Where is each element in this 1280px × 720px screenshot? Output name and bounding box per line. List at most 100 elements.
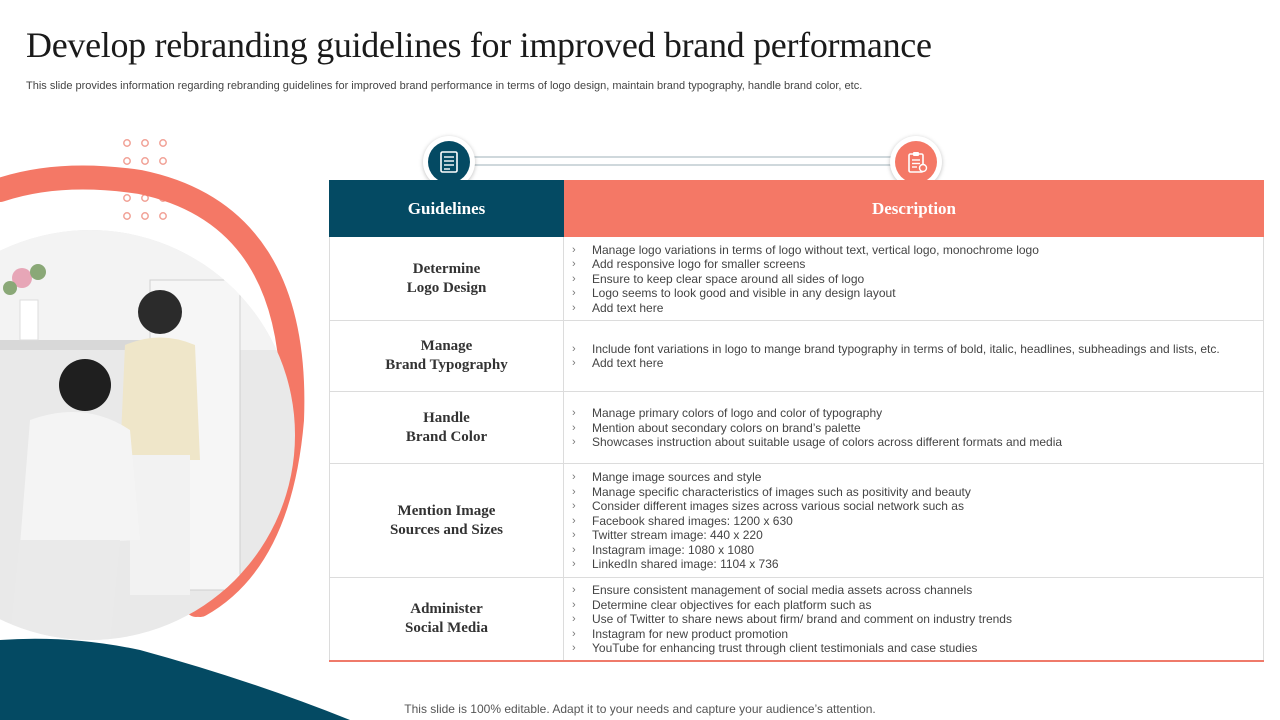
description-text: LinkedIn shared image: 1104 x 736 <box>592 557 779 571</box>
description-text: Twitter stream image: 440 x 220 <box>592 528 763 542</box>
chevron-right-icon: › <box>572 500 576 512</box>
chevron-right-icon: › <box>572 471 576 483</box>
description-item: › Determine clear objectives for each pla… <box>572 597 1263 612</box>
chevron-right-icon: › <box>572 301 576 314</box>
guideline-cell: Mention Image Sources and Sizes <box>329 464 564 577</box>
description-item: › Instagram for new product promotion <box>572 626 1263 641</box>
page-title: Develop rebranding guidelines for improv… <box>26 25 932 65</box>
guideline-label: Handle Brand Color <box>405 409 488 445</box>
description-text: Instagram for new product promotion <box>592 626 789 641</box>
description-item: › Consider different images sizes across … <box>572 499 1263 514</box>
description-cell: › Manage logo variations in terms of logo… <box>564 237 1264 320</box>
description-item: › Include font variations in logo to mang… <box>572 342 1263 357</box>
office-photo <box>0 230 295 640</box>
description-item: › LinkedIn shared image: 1104 x 736 <box>572 557 1263 572</box>
guideline-label: Manage Brand Typography <box>385 338 508 373</box>
header-guidelines: Guidelines <box>329 180 564 237</box>
chevron-right-icon: › <box>572 272 576 285</box>
description-text: Ensure consistent management of social m… <box>592 583 973 597</box>
description-text: Include font variations in logo to mange… <box>592 341 1220 356</box>
description-item: › Mention about secondary colors on brand… <box>572 420 1263 435</box>
clipboard-gear-icon <box>908 152 928 173</box>
teal-wave-decoration <box>0 638 350 720</box>
description-item: › Use of Twitter to share news about firm… <box>572 612 1263 627</box>
description-text: Use of Twitter to share news about firm/… <box>592 612 1012 626</box>
header-connector-line <box>470 156 895 166</box>
chevron-right-icon: › <box>572 258 576 270</box>
description-item: › Facebook shared images: 1200 x 630 <box>572 513 1263 528</box>
description-text: Determine clear objectives for each plat… <box>592 597 872 612</box>
guideline-cell: Handle Brand Color <box>329 392 564 463</box>
description-item: › YouTube for enhancing trust through cli… <box>572 641 1263 656</box>
guideline-cell: Administer Social Media <box>329 578 564 660</box>
guideline-label: Mention Image Sources and Sizes <box>389 502 504 538</box>
description-item: › Ensure consistent management of social … <box>572 583 1263 598</box>
description-item: › Manage logo variations in terms of logo… <box>572 242 1263 257</box>
description-cell: › Include font variations in logo to mang… <box>564 321 1264 391</box>
table-row: Determine Logo Design › Manage logo variat… <box>329 237 1264 320</box>
description-text: Mange image sources and style <box>592 470 762 484</box>
chevron-right-icon: › <box>572 243 576 256</box>
guidelines-table: Guidelines Description Determine Logo De… <box>329 180 1264 662</box>
description-item: › Manage primary colors of logo and color… <box>572 406 1263 421</box>
description-text: Add text here <box>592 356 664 371</box>
checklist-document-icon <box>440 151 458 173</box>
description-item: › Mange image sources and style <box>572 470 1263 485</box>
description-text: Consider different images sizes across v… <box>592 499 964 513</box>
table-row: Manage Brand Typography › Include font var… <box>329 320 1264 391</box>
description-text: Mention about secondary colors on brand’… <box>592 420 861 435</box>
description-text: Instagram image: 1080 x 1080 <box>592 542 755 557</box>
description-text: Manage primary colors of logo and color … <box>592 406 883 420</box>
chevron-right-icon: › <box>572 407 576 419</box>
chevron-right-icon: › <box>572 342 576 355</box>
description-cell: › Mange image sources and style › Manage sp… <box>564 464 1264 577</box>
table-row: Handle Brand Color › Manage primary colors… <box>329 391 1264 463</box>
chevron-right-icon: › <box>572 558 576 570</box>
description-text: Manage logo variations in terms of logo … <box>592 242 1039 257</box>
description-item: › Ensure to keep clear space around all s… <box>572 271 1263 286</box>
guideline-cell: Manage Brand Typography <box>329 321 564 391</box>
description-text: Ensure to keep clear space around all si… <box>592 271 865 286</box>
description-cell: › Manage primary colors of logo and color… <box>564 392 1264 463</box>
page-subtitle: This slide provides information regardin… <box>26 80 863 92</box>
description-text: Logo seems to look good and visible in a… <box>592 286 896 300</box>
chevron-right-icon: › <box>572 421 576 434</box>
guidelines-icon-badge <box>423 136 475 188</box>
guideline-label: Determine Logo Design <box>406 260 487 296</box>
chevron-right-icon: › <box>572 436 576 448</box>
guideline-cell: Determine Logo Design <box>329 237 564 320</box>
header-description: Description <box>564 180 1264 237</box>
chevron-right-icon: › <box>572 584 576 596</box>
description-item: › Add text here <box>572 300 1263 315</box>
chevron-right-icon: › <box>572 598 576 611</box>
description-text: Add responsive logo for smaller screens <box>592 257 806 271</box>
table-body: Determine Logo Design › Manage logo variat… <box>329 237 1264 660</box>
description-text: Showcases instruction about suitable usa… <box>592 435 1063 449</box>
description-text: Facebook shared images: 1200 x 630 <box>592 513 793 528</box>
description-text: YouTube for enhancing trust through clie… <box>592 641 978 655</box>
table-header: Guidelines Description <box>329 180 1264 237</box>
description-item: › Showcases instruction about suitable us… <box>572 435 1263 450</box>
description-item: › Instagram image: 1080 x 1080 <box>572 542 1263 557</box>
description-text: Add text here <box>592 300 664 315</box>
chevron-right-icon: › <box>572 514 576 527</box>
guideline-label: Administer Social Media <box>405 601 488 636</box>
table-row: Mention Image Sources and Sizes › Mange im… <box>329 463 1264 577</box>
description-item: › Add responsive logo for smaller screens <box>572 257 1263 272</box>
description-icon-badge <box>890 136 942 188</box>
decorative-art <box>0 0 360 720</box>
chevron-right-icon: › <box>572 543 576 556</box>
table-row: Administer Social Media › Ensure consisten… <box>329 577 1264 660</box>
description-item: › Twitter stream image: 440 x 220 <box>572 528 1263 543</box>
chevron-right-icon: › <box>572 613 576 625</box>
chevron-right-icon: › <box>572 485 576 498</box>
chevron-right-icon: › <box>572 287 576 299</box>
chevron-right-icon: › <box>572 357 576 370</box>
chevron-right-icon: › <box>572 642 576 654</box>
description-text: Manage specific characteristics of image… <box>592 484 971 499</box>
description-item: › Add text here <box>572 356 1263 371</box>
chevron-right-icon: › <box>572 529 576 541</box>
description-cell: › Ensure consistent management of social … <box>564 578 1264 660</box>
description-item: › Manage specific characteristics of imag… <box>572 484 1263 499</box>
footer-note: This slide is 100% editable. Adapt it to… <box>404 702 876 716</box>
